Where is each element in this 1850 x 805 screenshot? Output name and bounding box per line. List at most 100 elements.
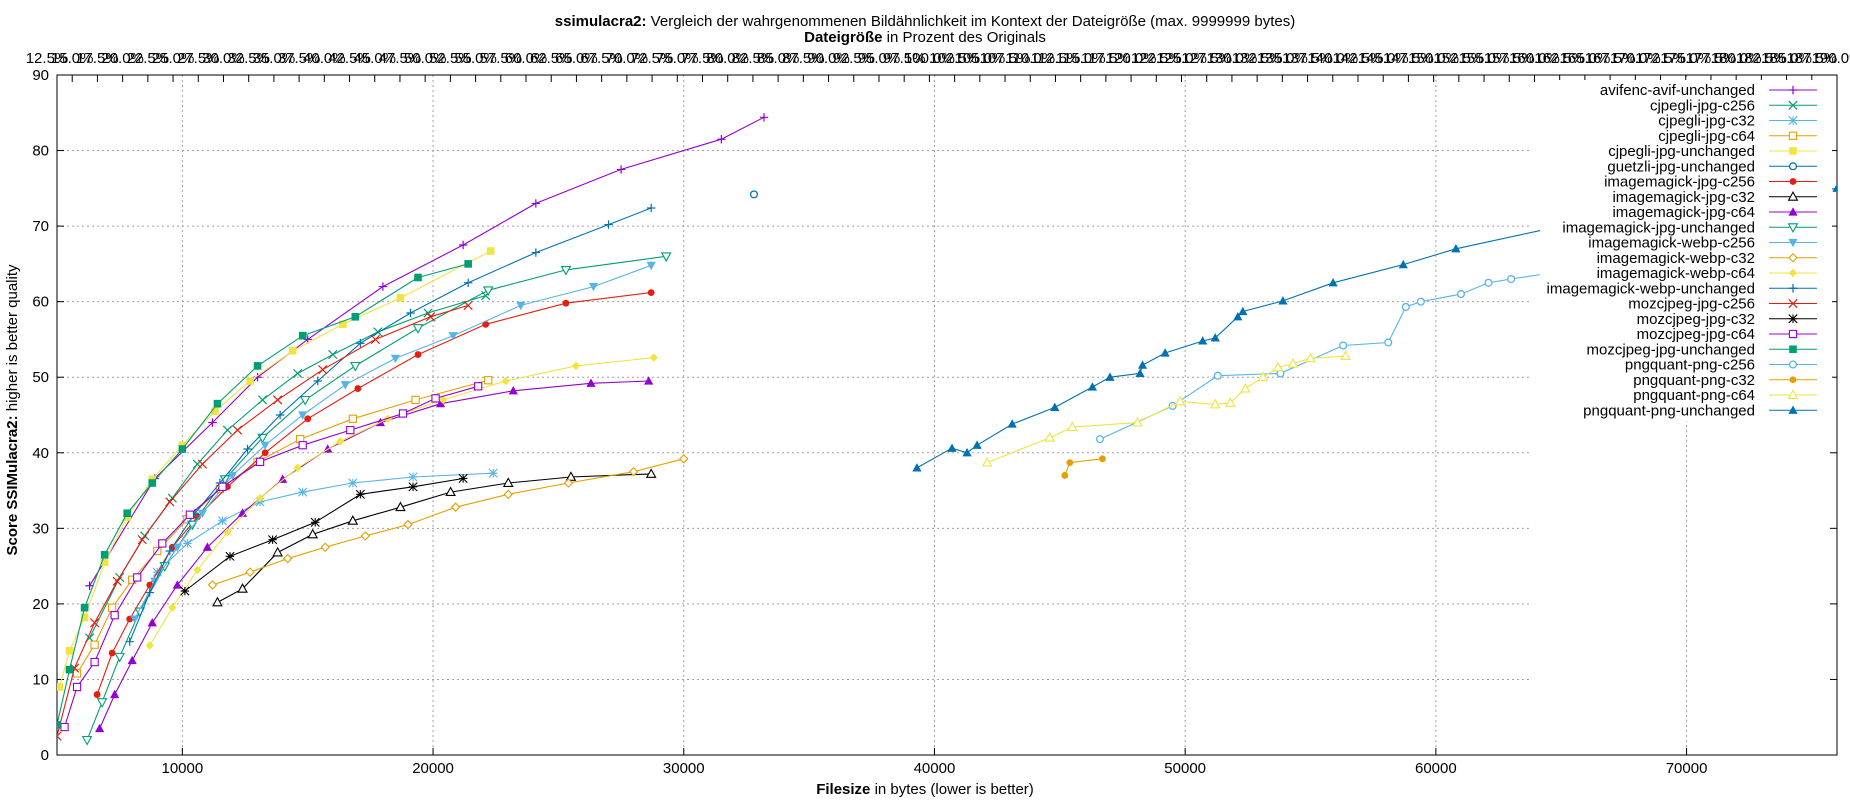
data-point-mozcjpeg-jpg-unchanged: [213, 399, 222, 408]
data-point-imagemagick-webp-c64: [438, 395, 448, 405]
legend-marker-imagemagick-jpg-unchanged: [1787, 223, 1799, 233]
x-axis-label: Filesize in bytes (lower is better): [816, 781, 1034, 798]
data-point-imagemagick-jpg-c32: [347, 515, 359, 525]
data-point-imagemagick-webp-c64: [223, 527, 232, 537]
data-point-cjpegli-jpg-unchanged: [246, 377, 254, 385]
data-point-imagemagick-jpg-c32: [212, 596, 223, 607]
data-point-imagemagick-webp-c32: [282, 553, 293, 564]
data-point-mozcjpeg-jpg-c64: [218, 482, 227, 491]
legend-label-imagemagick-jpg-c256: imagemagick-jpg-c256: [1604, 174, 1755, 191]
data-point-mozcjpeg-jpg-c64: [158, 539, 167, 548]
series-pngquant-png-c32: [1061, 455, 1106, 479]
x2-tick-label: 180.0%: [1711, 50, 1762, 67]
data-point-cjpegli-jpg-c32: [182, 538, 192, 549]
x2-tick-label: 27.5%: [177, 50, 220, 67]
data-point-imagemagick-webp-c256: [260, 441, 270, 451]
data-point-pngquant-png-unchanged: [1278, 296, 1288, 305]
data-point-imagemagick-webp-c32: [360, 531, 371, 541]
data-point-imagemagick-webp-unchanged: [125, 637, 134, 646]
y-tick-label: 60: [32, 294, 49, 311]
data-point-pngquant-png-unchanged: [912, 463, 922, 472]
series-pngquant-png-c64: [981, 350, 1351, 467]
x-tick-label: 60000: [1415, 760, 1457, 777]
legend-marker-guetzli-jpg-unchanged: [1788, 162, 1798, 171]
data-point-mozcjpeg-jpg-c32: [408, 482, 418, 492]
data-point-pngquant-png-unchanged: [1105, 372, 1115, 381]
data-point-imagemagick-webp-c32: [245, 567, 255, 577]
x2-axis-label: Dateigröße in Prozent des Originals: [804, 29, 1046, 46]
data-point-cjpegli-jpg-c32: [408, 472, 418, 482]
data-point-imagemagick-jpg-unchanged: [96, 698, 108, 708]
series-mozcjpeg-jpg-unchanged: [57, 260, 472, 729]
x2-tick-label: 167.5%: [1585, 50, 1636, 67]
legend-label-imagemagick-jpg-unchanged: imagemagick-jpg-unchanged: [1562, 219, 1755, 236]
x2-tick-label: 117.5%: [1081, 50, 1131, 67]
x2-tick-label: 187.5%: [1786, 50, 1837, 67]
data-point-mozcjpeg-jpg-c256: [197, 459, 208, 469]
data-point-cjpegli-jpg-c256: [257, 395, 268, 405]
x-tick-label: 20000: [412, 760, 454, 777]
legend-label-cjpegli-jpg-unchanged: cjpegli-jpg-unchanged: [1608, 143, 1755, 160]
data-point-imagemagick-jpg-c32: [445, 486, 456, 497]
data-point-cjpegli-jpg-c64: [484, 376, 493, 385]
data-point-pngquant-png-c64: [1305, 352, 1316, 363]
legend-label-imagemagick-jpg-c32: imagemagick-jpg-c32: [1612, 189, 1755, 206]
data-point-imagemagick-jpg-unchanged: [81, 735, 93, 746]
series-line-cjpegli-jpg-c64: [76, 379, 489, 674]
legend-label-pngquant-png-c32: pngquant-png-c32: [1633, 372, 1755, 389]
data-point-mozcjpeg-jpg-c256: [318, 365, 328, 375]
data-point-imagemagick-webp-c64: [168, 603, 177, 612]
data-point-mozcjpeg-jpg-c256: [165, 497, 175, 507]
x-tick-label: 30000: [663, 760, 705, 777]
data-point-avifenc-avif-unchanged: [717, 135, 726, 144]
y-tick-label: 80: [32, 143, 49, 160]
y-tick-label: 30: [32, 520, 49, 537]
data-point-imagemagick-webp-unchanged: [275, 410, 285, 420]
data-point-imagemagick-jpg-c256: [354, 385, 362, 392]
data-point-imagemagick-webp-c32: [403, 519, 413, 530]
data-point-pngquant-png-c256: [1507, 274, 1516, 284]
data-point-imagemagick-jpg-c32: [502, 477, 514, 487]
x2-tick-label: 170.0%: [1610, 50, 1661, 67]
data-point-mozcjpeg-jpg-c32: [268, 535, 278, 545]
data-point-pngquant-png-c64: [1287, 357, 1299, 368]
data-point-pngquant-png-c32: [1061, 472, 1069, 479]
data-point-cjpegli-jpg-c64: [411, 395, 420, 405]
data-point-imagemagick-webp-c64: [649, 353, 658, 362]
y-axis-label: Score SSIMulacra2: higher is better qual…: [4, 264, 21, 555]
x2-tick-label: 17.5%: [76, 50, 119, 67]
x2-tick-label: 97.5%: [883, 50, 926, 67]
data-point-cjpegli-jpg-c32: [488, 468, 498, 478]
data-point-imagemagick-webp-unchanged: [604, 220, 613, 229]
data-point-pngquant-png-c64: [1257, 371, 1269, 382]
data-point-mozcjpeg-jpg-c256: [272, 395, 283, 405]
data-point-mozcjpeg-jpg-c64: [398, 409, 408, 418]
series-guetzli-jpg-unchanged: [749, 190, 759, 199]
x2-tick-label: 35.0%: [253, 50, 296, 67]
data-point-mozcjpeg-jpg-c64: [110, 611, 119, 620]
series-line-imagemagick-jpg-c32: [217, 473, 652, 603]
data-point-imagemagick-jpg-c32: [645, 468, 657, 478]
data-point-pngquant-png-c64: [1067, 421, 1078, 432]
data-point-pngquant-png-c256: [1456, 290, 1465, 299]
data-point-pngquant-png-unchanged: [962, 447, 972, 457]
x2-tick-label: 152.5%: [1433, 50, 1484, 67]
x2-tick-label: 60.0%: [505, 50, 548, 67]
data-point-imagemagick-jpg-unchanged: [412, 324, 424, 334]
data-point-pngquant-png-unchanged: [1137, 360, 1148, 369]
x2-tick-label: 77.5%: [681, 50, 724, 67]
data-point-imagemagick-webp-c64: [255, 493, 265, 503]
x2-tick-label: 67.5%: [580, 50, 623, 67]
x2-tick-label: 55.0%: [454, 50, 497, 67]
x2-tick-label: 72.5%: [631, 50, 674, 67]
x2-tick-label: 140.0%: [1307, 50, 1358, 67]
series-imagemagick-jpg-unchanged: [81, 252, 672, 746]
data-point-pngquant-png-unchanged: [1198, 336, 1208, 345]
data-point-imagemagick-webp-c256: [340, 381, 350, 390]
data-point-imagemagick-webp-c256: [227, 471, 238, 481]
data-point-imagemagick-webp-c32: [503, 489, 514, 500]
series-imagemagick-jpg-c32: [212, 468, 657, 607]
data-point-mozcjpeg-jpg-c256: [57, 731, 62, 741]
data-point-imagemagick-jpg-c64: [127, 655, 137, 665]
data-point-mozcjpeg-jpg-c256: [370, 334, 381, 345]
